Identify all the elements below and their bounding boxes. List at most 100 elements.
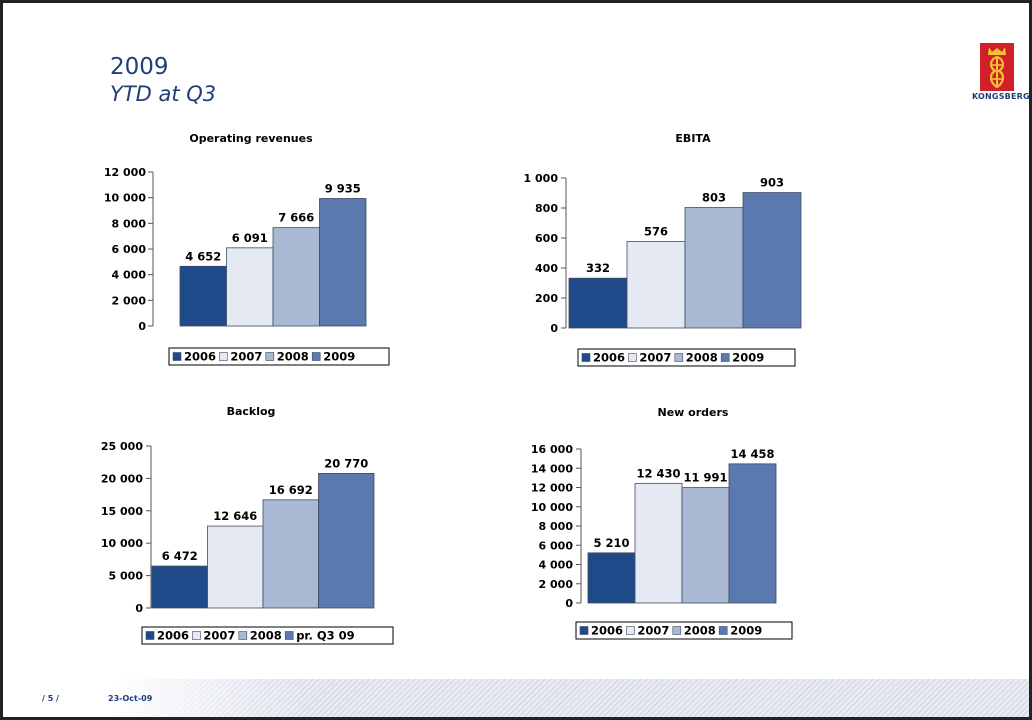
legend-swatch (581, 353, 591, 362)
chart-title: EBITA (675, 132, 711, 145)
footer-date: 23-Oct-09 (108, 694, 153, 703)
crest-icon (980, 43, 1014, 91)
y-tick-label: 2 000 (112, 294, 147, 307)
page-subtitle: YTD at Q3 (110, 82, 217, 106)
legend-label: 2006 (184, 350, 216, 364)
footer-fade (3, 679, 303, 717)
y-tick-label: 10 000 (104, 192, 146, 205)
legend-swatch (628, 353, 637, 362)
bar (587, 552, 636, 604)
legend-swatch (672, 626, 682, 635)
data-label: 576 (644, 225, 668, 239)
legend-swatch (720, 353, 730, 362)
y-tick-label: 12 000 (104, 166, 146, 179)
legend-swatch (284, 631, 294, 640)
data-label: 14 458 (730, 447, 774, 461)
data-label: 5 210 (593, 536, 629, 550)
bar (319, 198, 367, 327)
legend-label: 2008 (250, 629, 282, 643)
y-tick-label: 0 (135, 602, 143, 615)
bar (728, 463, 777, 604)
legend-label: 2007 (637, 624, 669, 638)
legend-label: 2009 (323, 350, 355, 364)
legend-box (141, 626, 394, 645)
y-tick-label: 10 000 (531, 501, 573, 514)
legend-swatch (145, 631, 155, 640)
legend-swatch (311, 352, 321, 361)
y-tick-label: 20 000 (101, 472, 143, 485)
legend-label: 2007 (639, 351, 671, 365)
logo-text: KONGSBERG (972, 92, 1030, 101)
chart-title: Operating revenues (189, 132, 313, 145)
y-tick-label: 0 (550, 322, 558, 335)
page-title: 2009 (110, 54, 169, 80)
legend-swatch (192, 631, 201, 640)
data-label: 7 666 (278, 211, 314, 225)
data-label: 9 935 (325, 182, 361, 196)
y-tick-label: 16 000 (531, 443, 573, 456)
chart-ebita: EBITA 0 200 400 600 800 1 000 332 576 803 903 2006 2… (524, 132, 802, 367)
data-label: 903 (760, 176, 784, 190)
chart-operating-revenues: Operating revenues 0 2 000 4 000 6 000 8 000 1… (104, 132, 390, 366)
y-tick-label: 8 000 (112, 217, 147, 230)
legend-label: 2006 (593, 351, 625, 365)
legend-label: 2007 (230, 350, 262, 364)
y-tick-label: 15 000 (101, 505, 143, 518)
y-tick-label: 5 000 (109, 570, 144, 583)
bar (634, 482, 683, 604)
y-tick-label: 600 (535, 232, 558, 245)
y-tick-label: 4 000 (112, 269, 147, 282)
y-tick-label: 14 000 (531, 462, 573, 475)
legend-swatch (674, 353, 684, 362)
kongsberg-logo: KONGSBERG (972, 43, 1030, 107)
legend-swatch (172, 352, 182, 361)
legend-swatch (219, 352, 228, 361)
bar (272, 227, 320, 327)
data-label: 12 430 (636, 466, 680, 480)
chart-backlog: Backlog 0 5 000 10 000 15 000 20 000 25 000 6 4… (101, 405, 394, 645)
legend-swatch (265, 352, 275, 361)
legend-label: 2007 (203, 629, 235, 643)
bar (151, 565, 208, 609)
bar (207, 525, 264, 609)
chart-new-orders: New orders 0 2 000 4 000 6 000 8 000 10 000 12 … (531, 406, 793, 640)
legend-swatch (626, 626, 635, 635)
legend-label: 2009 (730, 624, 762, 638)
y-tick-label: 4 000 (539, 559, 574, 572)
bar (226, 247, 274, 327)
legend-label: 2008 (277, 350, 309, 364)
data-label: 16 692 (269, 483, 313, 497)
legend-label: pr. Q3 09 (296, 629, 354, 643)
bar (742, 192, 802, 329)
bar (684, 207, 744, 329)
y-tick-label: 800 (535, 202, 558, 215)
chart-title: Backlog (227, 405, 276, 418)
y-tick-label: 1 000 (524, 172, 559, 185)
bar (681, 487, 730, 604)
y-tick-label: 400 (535, 262, 558, 275)
y-tick-label: 0 (565, 597, 573, 610)
y-tick-label: 10 000 (101, 537, 143, 550)
legend-swatch (238, 631, 248, 640)
bar (626, 241, 686, 329)
data-label: 4 652 (185, 249, 221, 263)
page-number: / 5 / (42, 694, 59, 703)
y-tick-label: 6 000 (539, 539, 574, 552)
legend-label: 2009 (732, 351, 764, 365)
y-tick-label: 25 000 (101, 440, 143, 453)
legend-swatch (579, 626, 589, 635)
data-label: 803 (702, 191, 726, 205)
data-label: 11 991 (683, 471, 727, 485)
y-tick-label: 2 000 (539, 578, 574, 591)
legend-label: 2008 (686, 351, 718, 365)
y-tick-label: 12 000 (531, 482, 573, 495)
legend-swatch (718, 626, 728, 635)
bar (262, 499, 319, 609)
data-label: 6 091 (232, 231, 268, 245)
legend-label: 2006 (591, 624, 623, 638)
data-label: 332 (586, 261, 610, 275)
y-tick-label: 0 (138, 320, 146, 333)
bar (318, 473, 375, 609)
legend-label: 2006 (157, 629, 189, 643)
